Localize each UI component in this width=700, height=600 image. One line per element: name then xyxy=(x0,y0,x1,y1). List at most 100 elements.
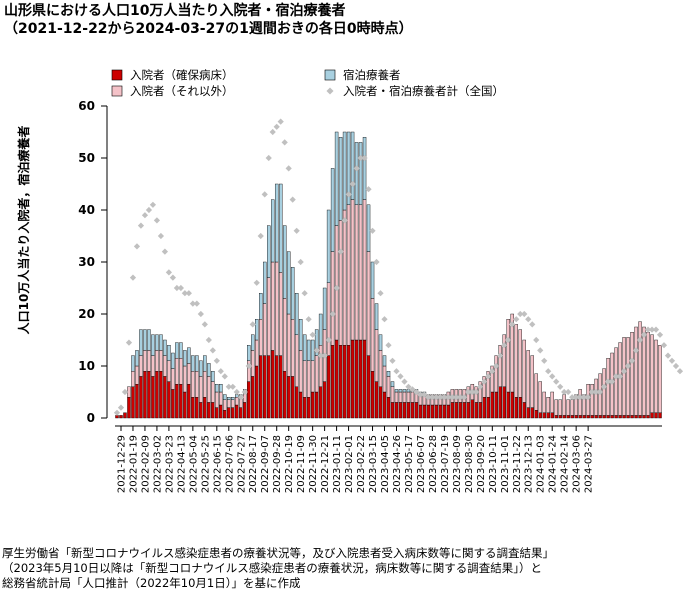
bar-other xyxy=(378,350,383,387)
bar-severe xyxy=(274,355,279,419)
national-point xyxy=(612,373,620,380)
bar-severe xyxy=(430,404,435,419)
x-tick-label: 2022-04-13 xyxy=(176,435,187,493)
bar-severe xyxy=(267,355,271,419)
national-point xyxy=(213,357,220,364)
bar-severe xyxy=(330,345,335,419)
bar-other xyxy=(526,350,530,408)
bar-other xyxy=(518,329,522,398)
bar-severe xyxy=(195,397,199,419)
national-point xyxy=(321,352,328,359)
bar-severe xyxy=(183,391,187,419)
x-tick-label: 2022-09-07 xyxy=(260,435,271,493)
source-line-2: （2023年5月10日以降は「新型コロナウイルス感染症患者の療養状況，病床数等に… xyxy=(2,561,542,575)
bar-other xyxy=(191,371,195,398)
bar-severe xyxy=(147,371,151,419)
bars xyxy=(115,131,662,419)
national-point xyxy=(421,391,428,398)
national-point xyxy=(628,357,636,364)
bar-severe xyxy=(494,391,499,419)
national-point xyxy=(485,373,492,380)
bar-severe xyxy=(434,404,439,419)
bar-other xyxy=(654,339,658,414)
national-point xyxy=(153,217,161,224)
national-point xyxy=(301,290,308,297)
bar-severe xyxy=(362,339,367,419)
bar-other xyxy=(558,399,562,416)
bar-other xyxy=(506,319,510,393)
bar-severe xyxy=(474,402,479,419)
bar-hotel xyxy=(366,204,371,252)
national-point xyxy=(453,394,460,401)
bar-other xyxy=(546,397,550,414)
bar-severe xyxy=(410,402,415,419)
bar-other xyxy=(231,399,235,408)
bar-severe xyxy=(342,345,347,419)
bar-other xyxy=(171,368,175,390)
y-tick-label: 60 xyxy=(78,99,95,113)
bar-severe xyxy=(338,345,343,419)
bar-other xyxy=(410,391,415,403)
bar-severe xyxy=(482,397,487,419)
bar-hotel xyxy=(386,371,391,377)
chart-title: 山形県における人口10万人当たり入院者・宿泊療養者 （2021-12-22から2… xyxy=(4,2,413,38)
bar-hotel xyxy=(183,350,187,367)
bar-severe xyxy=(406,402,411,419)
bar-severe xyxy=(422,404,427,419)
bar-hotel xyxy=(163,339,167,356)
bar-hotel xyxy=(251,334,255,351)
national-point xyxy=(193,300,200,307)
x-tick-label: 2023-04-05 xyxy=(380,435,391,493)
bar-severe xyxy=(119,415,123,419)
bar-other xyxy=(334,225,339,341)
bar-other xyxy=(514,324,518,398)
bar-severe xyxy=(366,355,371,419)
bar-other xyxy=(486,371,491,398)
bar-other xyxy=(163,355,167,377)
bar-severe xyxy=(486,397,491,419)
bar-other xyxy=(286,313,291,377)
bar-hotel xyxy=(326,209,331,284)
bar-severe xyxy=(171,389,175,419)
x-tick-label: 2023-11-22 xyxy=(512,435,523,493)
national-point xyxy=(257,232,264,240)
x-tick-label: 2023-02-01 xyxy=(344,435,355,493)
bar-severe xyxy=(490,391,495,419)
x-tick-label: 2022-11-09 xyxy=(296,435,307,493)
national-point xyxy=(389,357,396,364)
bar-other xyxy=(490,365,495,393)
bar-hotel xyxy=(350,131,355,200)
bar-severe xyxy=(462,402,467,419)
bar-hotel xyxy=(139,329,143,356)
bar-severe xyxy=(526,407,530,419)
national-point xyxy=(333,284,340,292)
source-line-3: 総務省統計局「人口推計（2022年10月1日）」を基に作成 xyxy=(2,576,301,590)
bar-hotel xyxy=(354,142,359,205)
bar-other xyxy=(159,350,163,372)
x-tick-label: 2022-08-17 xyxy=(248,435,259,493)
bar-other xyxy=(366,251,371,356)
national-point xyxy=(297,258,304,266)
bar-other xyxy=(199,376,203,403)
x-tick-label: 2023-06-07 xyxy=(416,435,427,493)
x-tick-label: 2023-03-15 xyxy=(368,435,379,493)
bar-severe xyxy=(658,412,662,419)
bar-hotel xyxy=(211,371,215,382)
national-point xyxy=(656,331,664,338)
bar-other xyxy=(494,355,499,393)
national-point xyxy=(600,383,608,390)
bar-severe xyxy=(562,415,566,419)
bar-severe xyxy=(382,391,387,419)
x-tick-label: 2022-07-06 xyxy=(224,435,235,493)
bar-severe xyxy=(438,404,443,419)
bar-hotel xyxy=(223,394,227,401)
national-point xyxy=(281,139,288,146)
bar-other xyxy=(562,394,566,416)
national-point xyxy=(317,352,324,359)
bar-severe xyxy=(390,402,395,419)
bar-severe xyxy=(286,376,291,419)
national-point xyxy=(469,388,476,396)
x-tick-label: 2022-01-19 xyxy=(128,435,139,493)
bar-severe xyxy=(259,355,263,419)
national-point xyxy=(249,321,256,328)
